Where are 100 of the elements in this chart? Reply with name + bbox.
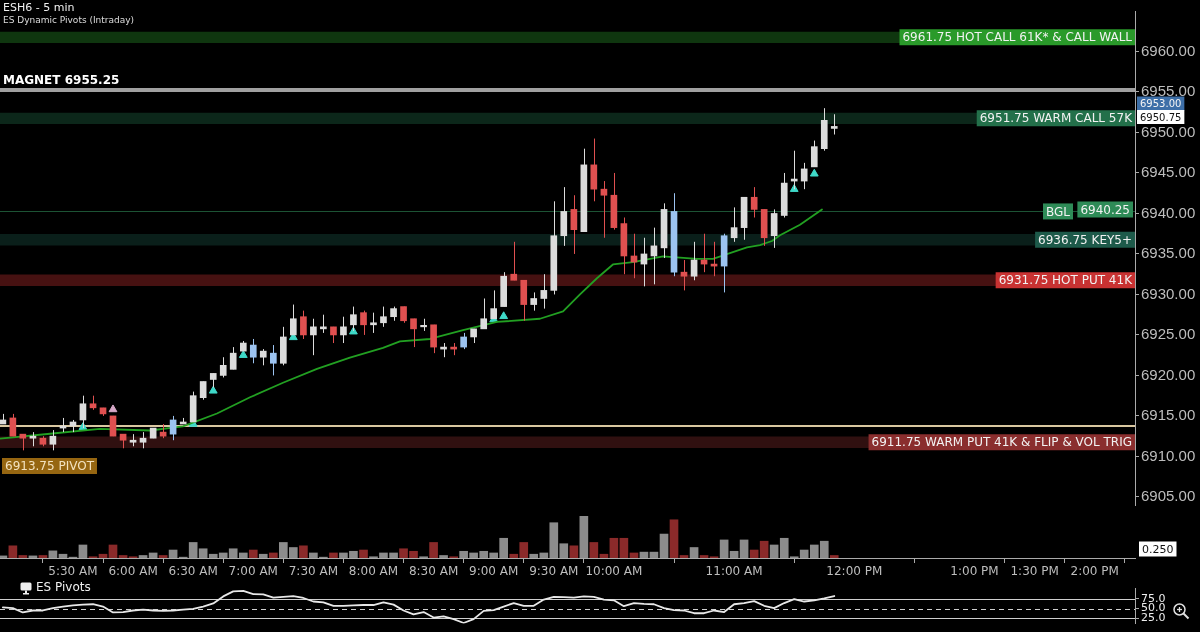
bar (158, 555, 168, 558)
y-tick-label: 6915.00 (1141, 406, 1196, 424)
candlestick (810, 140, 818, 168)
x-tick-label: 6:00 AM (108, 564, 158, 579)
ref-line-label: BGL (1045, 204, 1071, 219)
candlestick (350, 306, 357, 332)
candlestick (570, 194, 578, 255)
bar (669, 519, 679, 558)
x-tick-label: 7:00 AM (228, 564, 278, 579)
candlestick (530, 291, 538, 312)
bar (679, 555, 689, 558)
bar (299, 545, 308, 558)
candlestick (49, 429, 57, 451)
bar (689, 547, 699, 558)
y-tick-label: 6960.00 (1141, 41, 1196, 59)
bar (609, 537, 619, 558)
y-tick-label: 6955.00 (1141, 82, 1196, 100)
y-tick-label: 6930.00 (1141, 284, 1196, 302)
candlestick (830, 113, 838, 135)
text: 6953.00 (1140, 98, 1182, 110)
candlestick (380, 306, 387, 328)
candlestick (199, 381, 207, 401)
band-label: 6931.75 HOT PUT 41K (998, 273, 1134, 288)
candlestick (680, 259, 688, 291)
ref-line-label: 6913.75 PIVOT (5, 459, 95, 474)
point (809, 168, 819, 177)
bar (729, 550, 739, 558)
x-tick-label: 9:00 AM (469, 564, 519, 579)
bar (579, 516, 589, 558)
point (208, 385, 218, 394)
x-tick-label: 6:30 AM (168, 564, 218, 579)
band-label: 6951.75 WARM CALL 57K (979, 111, 1134, 126)
bar (118, 555, 128, 558)
text: 6950.75 (1140, 111, 1182, 123)
y-tick-label: 6925.00 (1141, 325, 1196, 343)
bar (439, 555, 448, 558)
candlestick (750, 186, 758, 219)
x-tick-label: 8:30 AM (408, 564, 459, 579)
x-tick-label: 1:30 PM (1010, 564, 1059, 579)
bar (8, 545, 18, 558)
y-tick-label: 6910.00 (1141, 446, 1196, 464)
y-tick-label: 6920.00 (1141, 365, 1196, 383)
bar (18, 555, 28, 558)
candlestick (800, 162, 808, 190)
y-tick-label: 6905.00 (1141, 487, 1196, 505)
candlestick (490, 289, 498, 320)
x-tick-label: 8:00 AM (348, 564, 399, 579)
bar (108, 544, 118, 558)
candlestick (219, 356, 227, 378)
bar (78, 544, 88, 558)
candlestick (229, 346, 237, 370)
point (499, 311, 509, 320)
bar (329, 552, 338, 558)
bar (359, 549, 368, 558)
annotation: 6940.25 (1080, 202, 1130, 217)
candlestick (249, 338, 257, 364)
candlestick (510, 241, 518, 281)
band-label: 6936.75 KEY5+ (1038, 232, 1133, 247)
x-tick-label: 11:00 AM (705, 564, 763, 579)
chart-title: ESH6 - 5 min (3, 1, 75, 14)
text: 0.250 (1142, 542, 1174, 556)
x-tick-label: 2:00 PM (1070, 564, 1119, 579)
bar (719, 539, 729, 558)
candlestick (430, 324, 437, 354)
y-tick-label: 6945.00 (1141, 163, 1196, 181)
band-label: 6961.75 HOT CALL 61K* & CALL WALL (902, 30, 1133, 45)
x-tick-label: 5:30 AM (48, 564, 98, 579)
bar (269, 552, 278, 558)
y-tick-label: 6950.00 (1141, 122, 1196, 140)
chart-title: ES Pivots (36, 580, 91, 594)
candlestick (730, 206, 738, 243)
x-tick-label: 1:00 PM (950, 564, 999, 579)
candlestick (340, 316, 347, 344)
bar (258, 553, 268, 558)
x-tick-label: 12:00 PM (826, 564, 883, 579)
candlestick (360, 310, 367, 336)
candlestick (770, 208, 778, 249)
bar (739, 539, 749, 558)
y-tick-label: 6940.00 (1141, 203, 1196, 221)
candlestick (410, 318, 417, 348)
y-tick-label: 25.0 (1141, 611, 1166, 625)
point (238, 350, 248, 358)
candlestick (370, 312, 377, 334)
text: ES Dynamic Pivots (Intraday) (3, 15, 135, 25)
bar (699, 555, 709, 558)
bar (619, 537, 629, 558)
bar (569, 545, 579, 558)
x-tick-label: 7:30 AM (288, 564, 339, 579)
bar (589, 542, 599, 558)
candlestick (310, 318, 317, 356)
candlestick (690, 241, 698, 281)
bar (138, 555, 148, 558)
bar (248, 549, 258, 558)
bar (769, 544, 779, 558)
candlestick (480, 297, 488, 330)
candlestick (600, 180, 608, 239)
candlestick (540, 273, 548, 310)
bar (659, 533, 669, 558)
y-tick-label: 6935.00 (1141, 244, 1196, 262)
point (108, 404, 118, 413)
